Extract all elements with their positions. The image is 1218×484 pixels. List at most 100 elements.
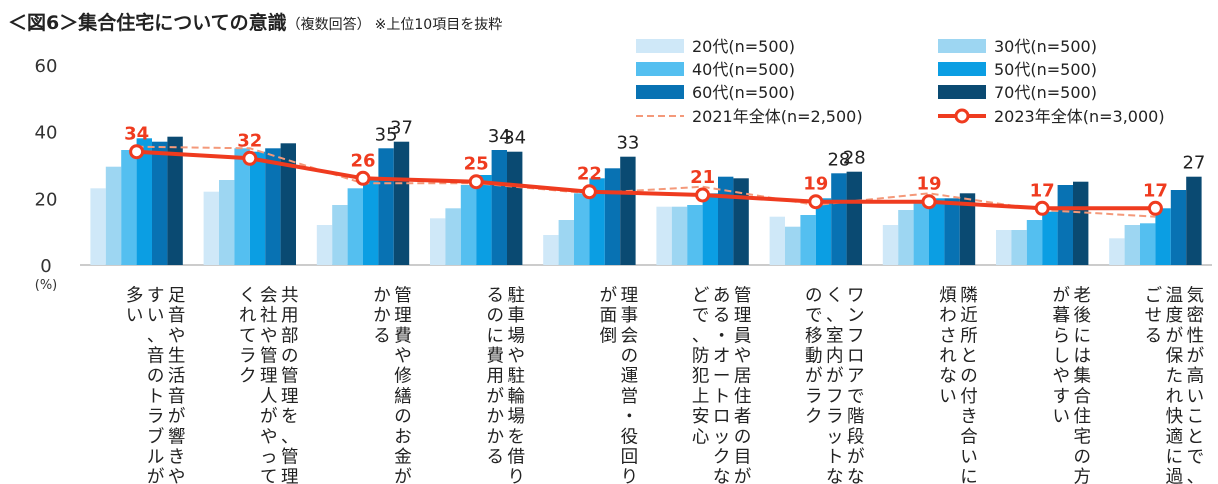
svg-text:か: か [373, 306, 391, 326]
bar-data-label: 28 [827, 149, 850, 170]
svg-text:が: が [734, 468, 752, 484]
svg-text:付: 付 [960, 387, 978, 407]
svg-text:輪: 輪 [507, 387, 525, 407]
line-point-2023 [129, 144, 145, 160]
svg-text:や: や [168, 326, 186, 346]
svg-text:合: 合 [960, 427, 978, 447]
bar [445, 208, 461, 265]
svg-text:っ: っ [260, 448, 278, 468]
svg-text:い: い [1052, 407, 1070, 427]
svg-text:な: な [826, 468, 844, 484]
svg-text:き: き [168, 448, 186, 468]
svg-text:用: 用 [281, 306, 299, 326]
svg-text:で: で [1187, 448, 1205, 468]
line-point-2023 [355, 170, 371, 186]
svg-text:き: き [960, 407, 978, 427]
svg-text:る: る [1145, 326, 1163, 346]
svg-text:管: 管 [281, 367, 299, 387]
svg-text:に: に [1166, 448, 1184, 468]
svg-text:音: 音 [168, 387, 186, 407]
legend-swatch [636, 62, 684, 76]
bar [959, 193, 976, 265]
svg-text:な: な [713, 468, 731, 484]
svg-text:動: 動 [805, 347, 823, 367]
svg-text:フ: フ [826, 387, 844, 407]
line-point-2023 [695, 187, 711, 203]
legend-swatch [938, 85, 986, 99]
series-line-2023 [136, 149, 1156, 211]
bar [543, 235, 559, 265]
y-tick-label: 40 [35, 123, 58, 144]
line-data-label: 34 [124, 124, 149, 145]
bar [1011, 230, 1027, 265]
svg-text:が: が [394, 468, 412, 484]
svg-text:ト: ト [826, 448, 844, 468]
bar [656, 206, 672, 265]
svg-text:安: 安 [692, 407, 710, 427]
line-point-2023 [1034, 200, 1050, 216]
svg-text:ラ: ラ [826, 407, 844, 427]
legend-swatch [636, 39, 684, 53]
chart-title-main: ＜図6＞集合住宅についての意識 [8, 12, 287, 34]
svg-text:繕: 繕 [394, 387, 412, 407]
svg-text:理: 理 [734, 306, 752, 326]
svg-text:、: 、 [147, 326, 165, 346]
svg-text:を: を [507, 427, 525, 447]
svg-text:、: 、 [826, 306, 844, 326]
legend-swatch [938, 39, 986, 53]
svg-text:の: の [281, 347, 299, 367]
bar [105, 166, 122, 265]
svg-text:し: し [1052, 347, 1070, 367]
bar [265, 148, 281, 265]
svg-text:の: の [147, 367, 165, 387]
svg-text:管: 管 [394, 286, 412, 306]
svg-text:で: で [692, 306, 710, 326]
svg-text:を: を [281, 407, 299, 427]
svg-text:移: 移 [805, 326, 823, 346]
line-data-label: 17 [1143, 180, 1168, 201]
svg-text:て: て [260, 468, 278, 484]
svg-text:る: る [713, 306, 731, 326]
svg-text:い: い [147, 306, 165, 326]
svg-text:の: の [486, 306, 504, 326]
line-point-2023 [242, 150, 258, 166]
svg-text:や: や [507, 347, 525, 367]
svg-text:の: の [734, 427, 752, 447]
legend-label: 70代(n=500) [994, 83, 1097, 102]
bar [574, 193, 590, 265]
svg-text:く: く [239, 286, 257, 306]
svg-text:が: が [1052, 286, 1070, 306]
y-axis-label: (%) [35, 278, 58, 293]
svg-text:る: る [486, 286, 504, 306]
svg-text:ッ: ッ [826, 427, 844, 447]
bar [491, 150, 507, 265]
svg-text:費: 費 [394, 326, 412, 346]
bar [815, 198, 832, 265]
bar [476, 175, 492, 265]
svg-text:は: は [1073, 347, 1091, 367]
y-tick-label: 60 [35, 56, 58, 77]
legend-label: 30代(n=500) [994, 37, 1097, 56]
svg-text:会: 会 [260, 286, 278, 306]
svg-text:目: 目 [734, 448, 752, 468]
svg-text:が: が [826, 367, 844, 387]
svg-text:や: や [394, 347, 412, 367]
svg-text:室: 室 [826, 326, 844, 346]
bar [702, 193, 718, 265]
svg-text:者: 者 [734, 407, 752, 427]
line-data-label: 25 [464, 154, 489, 175]
bar [363, 178, 379, 265]
svg-text:気: 気 [1187, 286, 1205, 306]
svg-text:共: 共 [281, 286, 299, 306]
svg-text:ラ: ラ [239, 347, 257, 367]
svg-text:費: 費 [486, 347, 504, 367]
legend-label: 20代(n=500) [692, 37, 795, 56]
bar [234, 148, 250, 265]
bar [1042, 211, 1058, 265]
svg-text:か: か [486, 407, 504, 427]
svg-text:生: 生 [168, 347, 186, 367]
svg-text:方: 方 [1073, 468, 1091, 484]
svg-text:理: 理 [281, 387, 299, 407]
